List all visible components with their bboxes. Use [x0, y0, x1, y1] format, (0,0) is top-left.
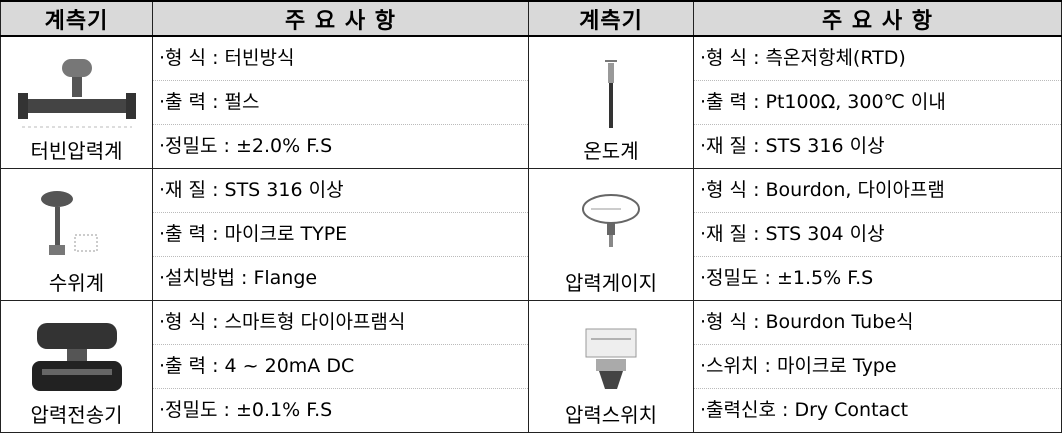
- instrument-image: [581, 55, 641, 135]
- spec-line: ·정밀도 : ±0.1% F.S: [153, 389, 528, 432]
- spec-line: ·출 력 : Pt100Ω, 300℃ 이내: [694, 81, 1061, 125]
- table-row: 압력전송기·형 식 : 스마트형 다이아프램식·출 력 : 4 ~ 20mA D…: [1, 301, 1062, 433]
- instrument-name: 압력스위치: [529, 399, 693, 432]
- spec-line: ·설치방법 : Flange: [153, 257, 528, 300]
- instrument-image: [12, 319, 142, 399]
- spec-line: ·출 력 : 4 ~ 20mA DC: [153, 345, 528, 389]
- header-cell: 주 요 사 항: [153, 1, 529, 36]
- instrument-table: 계측기주 요 사 항계측기주 요 사 항 터빈압력계·형 식 : 터빈방식·출 …: [0, 0, 1062, 433]
- spec-line: ·형 식 : 스마트형 다이아프램식: [153, 301, 528, 345]
- page: {"table":{"header":["계측기","주 요 사 항","계측기…: [0, 0, 1062, 423]
- instrument-cell: 온도계: [529, 36, 694, 169]
- spec-line: ·재 질 : STS 304 이상: [694, 213, 1061, 257]
- spec-cell: ·형 식 : 터빈방식·출 력 : 펄스·정밀도 : ±2.0% F.S: [153, 36, 529, 169]
- spec-line: ·출력신호 : Dry Contact: [694, 389, 1061, 432]
- instrument-image: [561, 319, 661, 399]
- spec-cell: ·형 식 : 측온저항체(RTD)·출 력 : Pt100Ω, 300℃ 이내·…: [694, 36, 1062, 169]
- header-cell: 계측기: [1, 1, 153, 36]
- spec-cell: ·형 식 : 스마트형 다이아프램식·출 력 : 4 ~ 20mA DC·정밀도…: [153, 301, 529, 433]
- spec-line: ·출 력 : 마이크로 TYPE: [153, 213, 528, 257]
- instrument-name: 터빈압력계: [1, 135, 152, 168]
- table-row: 수위계·재 질 : STS 316 이상·출 력 : 마이크로 TYPE·설치방…: [1, 169, 1062, 301]
- instrument-name: 수위계: [1, 267, 152, 300]
- spec-cell: ·형 식 : Bourdon Tube식·스위치 : 마이크로 Type·출력신…: [694, 301, 1062, 433]
- instrument-cell: 압력스위치: [529, 301, 694, 433]
- header-cell: 계측기: [529, 1, 694, 36]
- instrument-name: 압력전송기: [1, 399, 152, 432]
- spec-cell: ·재 질 : STS 316 이상·출 력 : 마이크로 TYPE·설치방법 :…: [153, 169, 529, 301]
- spec-line: ·형 식 : 측온저항체(RTD): [694, 37, 1061, 81]
- spec-line: ·정밀도 : ±2.0% F.S: [153, 125, 528, 168]
- instrument-cell: 터빈압력계: [1, 36, 153, 169]
- instrument-name: 온도계: [529, 135, 693, 168]
- instrument-name: 압력게이지: [529, 267, 693, 300]
- instrument-image: [17, 187, 137, 267]
- header-cell: 주 요 사 항: [694, 1, 1062, 36]
- spec-line: ·정밀도 : ±1.5% F.S: [694, 257, 1061, 300]
- table-row: 터빈압력계·형 식 : 터빈방식·출 력 : 펄스·정밀도 : ±2.0% F.…: [1, 36, 1062, 169]
- spec-line: ·스위치 : 마이크로 Type: [694, 345, 1061, 389]
- spec-cell: ·형 식 : Bourdon, 다이아프램·재 질 : STS 304 이상·정…: [694, 169, 1062, 301]
- spec-line: ·형 식 : Bourdon Tube식: [694, 301, 1061, 345]
- spec-line: ·출 력 : 펄스: [153, 81, 528, 125]
- instrument-cell: 수위계: [1, 169, 153, 301]
- instrument-image: [561, 187, 661, 267]
- instrument-cell: 압력전송기: [1, 301, 153, 433]
- instrument-cell: 압력게이지: [529, 169, 694, 301]
- instrument-image: [12, 55, 142, 135]
- spec-line: ·형 식 : 터빈방식: [153, 37, 528, 81]
- spec-line: ·재 질 : STS 316 이상: [153, 169, 528, 213]
- spec-line: ·재 질 : STS 316 이상: [694, 125, 1061, 168]
- spec-line: ·형 식 : Bourdon, 다이아프램: [694, 169, 1061, 213]
